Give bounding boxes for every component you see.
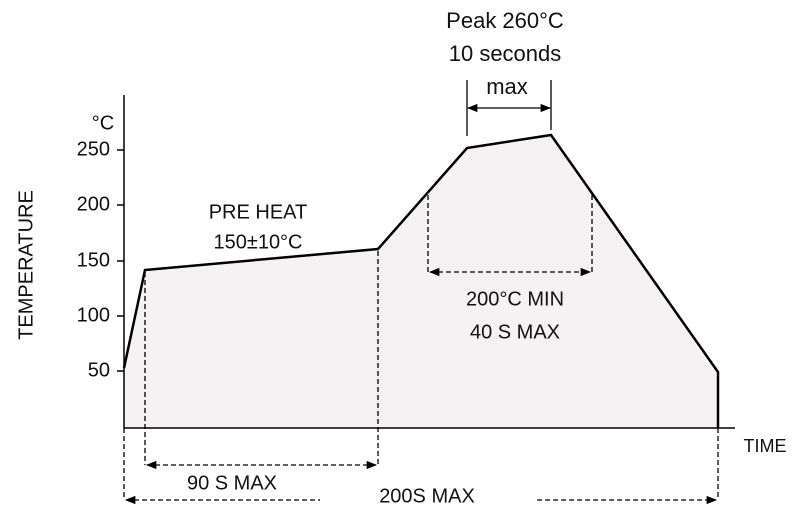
y-tick-label: 250 — [77, 138, 110, 160]
profile-curve — [122, 133, 720, 428]
peak-label: max — [486, 74, 528, 99]
x-axis-label: TIME — [744, 436, 787, 456]
y-tick-label: 50 — [88, 359, 110, 381]
y-unit: °C — [92, 112, 114, 134]
y-ticks: 250 200 150 100 50 — [77, 138, 124, 381]
above-200-label: 40 S MAX — [470, 321, 560, 343]
y-tick-label: 150 — [77, 249, 110, 271]
y-axis-label: TEMPERATURE — [15, 190, 37, 340]
profile-area — [124, 135, 718, 428]
total-time-label: 200S MAX — [379, 485, 475, 507]
y-tick-label: 100 — [77, 304, 110, 326]
above-200-label: 200°C MIN — [466, 288, 564, 310]
peak-label: 10 seconds — [449, 41, 562, 66]
y-tick-label: 200 — [77, 193, 110, 215]
peak-label: Peak 260°C — [446, 8, 564, 33]
preheat-time-label: 90 S MAX — [187, 472, 277, 494]
preheat-label: 150±10°C — [213, 231, 302, 253]
preheat-label: PRE HEAT — [209, 201, 308, 223]
